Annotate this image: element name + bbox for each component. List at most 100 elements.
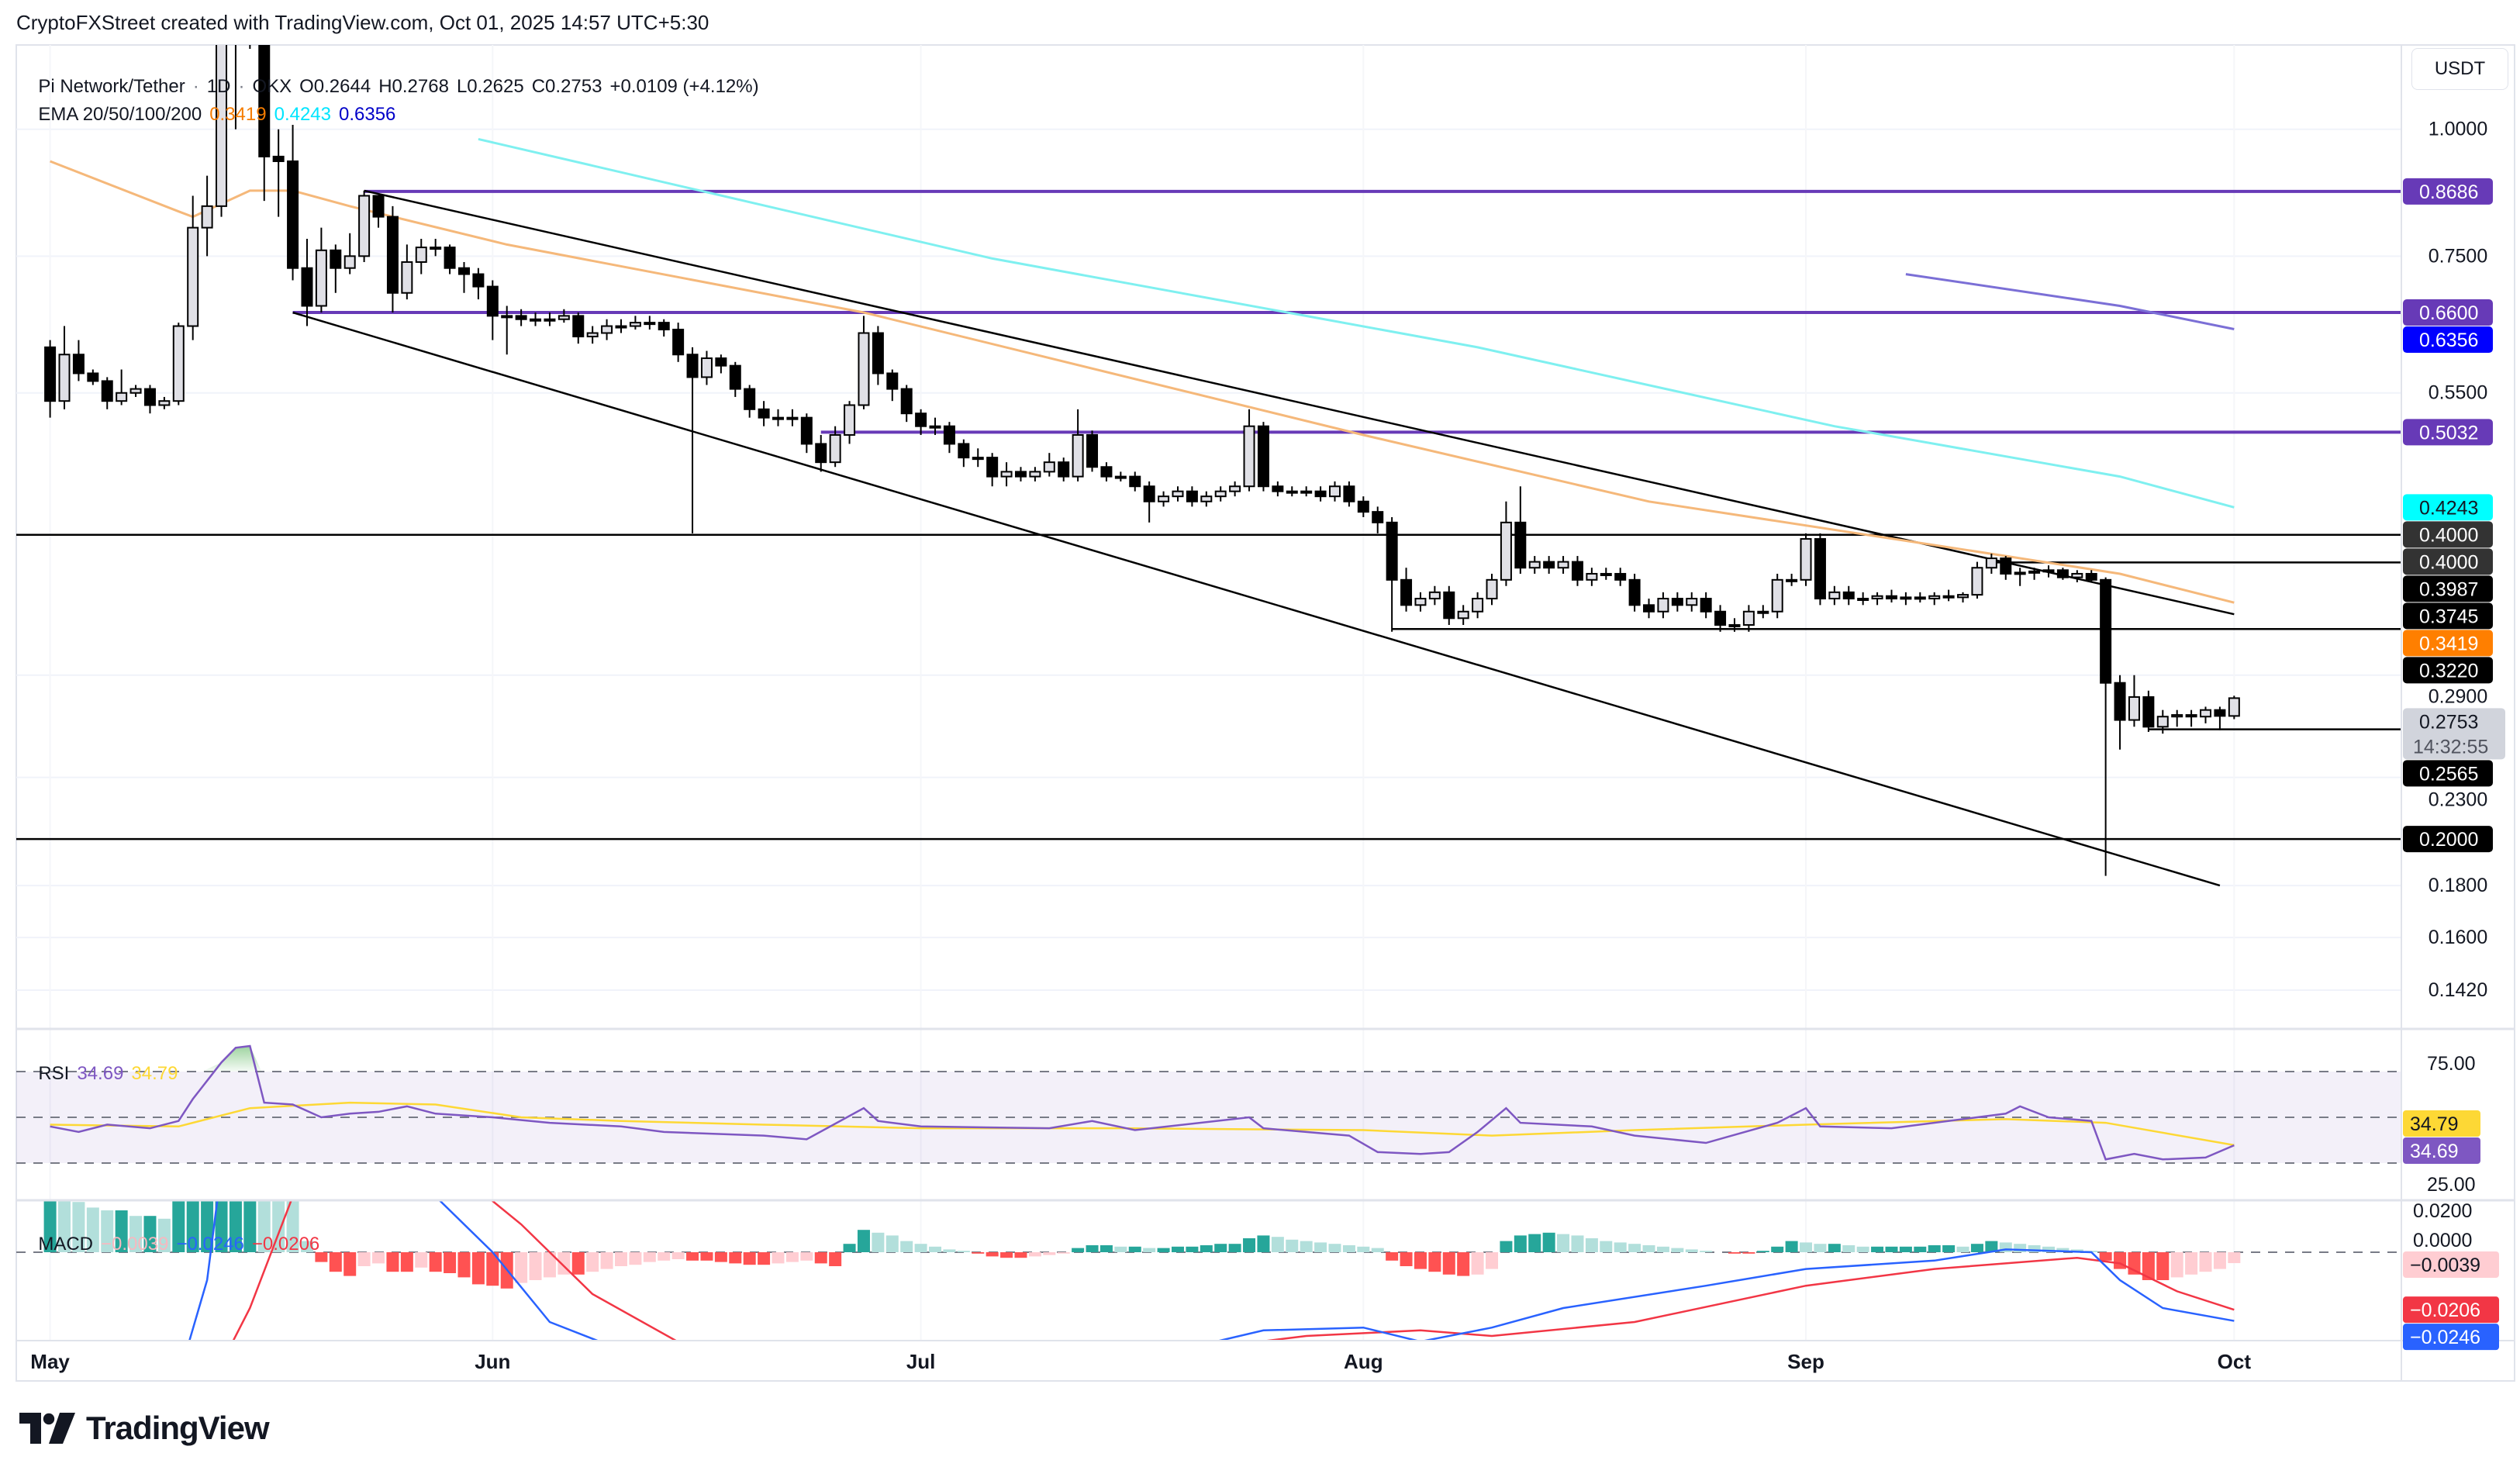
- macd-histogram-bar: [1800, 1242, 1813, 1252]
- macd-histogram-bar: [72, 1202, 85, 1252]
- candle-down: [457, 267, 470, 275]
- macd-histogram-bar: [829, 1252, 842, 1266]
- macd-badge-text: −0.0246: [2410, 1327, 2480, 1348]
- macd-badge-text: −0.0039: [2410, 1255, 2480, 1276]
- time-axis-label: Aug: [1344, 1350, 1383, 1373]
- ema100-value: 0.4243: [274, 104, 331, 125]
- candle-down: [258, 45, 271, 157]
- macd-histogram-bar: [1414, 1252, 1427, 1269]
- macd-histogram-bar: [743, 1252, 756, 1265]
- macd-histogram-bar: [486, 1252, 499, 1286]
- candle-up: [1072, 433, 1084, 478]
- macd-legend[interactable]: MACD −0.0039 −0.0246 −0.0206: [28, 1212, 327, 1255]
- candle-down: [1272, 485, 1284, 492]
- macd-histogram-bar: [1072, 1248, 1085, 1252]
- price-label-text: 0.4000: [2419, 524, 2478, 546]
- price-label-text: 0.6356: [2419, 330, 2478, 351]
- price-label-background: [2403, 521, 2493, 548]
- macd-histogram-bar: [914, 1244, 927, 1252]
- chart-attribution: CryptoFXStreet created with TradingView.…: [16, 11, 709, 34]
- candle-down: [1014, 471, 1027, 478]
- price-axis[interactable]: 1.0000 0.8686 0.7500 0.6600 0.6356 0.5500 0.50…: [2403, 119, 2505, 1001]
- ema200-value: 0.6356: [339, 104, 396, 125]
- time-axis-label: May: [30, 1350, 70, 1373]
- macd-histogram-bar: [1286, 1239, 1299, 1252]
- macd-histogram-bar: [1914, 1246, 1927, 1252]
- candle-down: [101, 380, 113, 402]
- macd-histogram-bar: [772, 1252, 785, 1264]
- candle-up: [315, 249, 327, 307]
- macd-histogram-bar: [1871, 1246, 1884, 1252]
- macd-line-value: −0.0246: [176, 1234, 244, 1255]
- price-label-text: 0.4000: [2419, 551, 2478, 573]
- candle-down: [2000, 557, 2012, 575]
- rsi-legend[interactable]: RSI 34.69 34.79: [28, 1041, 185, 1085]
- candle-up: [1985, 557, 1997, 569]
- candle-down: [1143, 485, 1155, 502]
- currency-button[interactable]: USDT: [2411, 48, 2508, 90]
- candle-down: [1086, 433, 1099, 468]
- macd-histogram-bar: [2199, 1252, 2212, 1272]
- price-label-badge: 0.6600: [2403, 299, 2493, 326]
- macd-histogram-bar: [329, 1252, 342, 1272]
- tradingview-logo[interactable]: TradingView: [19, 1410, 270, 1447]
- exchange: OKX: [252, 76, 292, 97]
- macd-histogram-bar: [1899, 1246, 1912, 1252]
- price-label-text: 0.6600: [2419, 302, 2478, 324]
- ema-legend[interactable]: EMA 20/50/100/200 0.3419 0.4243 0.6356: [28, 82, 403, 126]
- candle-down: [715, 357, 727, 367]
- candle-up: [2028, 570, 2041, 574]
- candle-down: [2214, 709, 2226, 717]
- candle-down: [2056, 569, 2069, 578]
- price-label-badge: 0.3987: [2403, 575, 2493, 602]
- macd-label: MACD: [38, 1234, 94, 1255]
- candle-up: [1029, 471, 1041, 478]
- candle-up: [1528, 561, 1541, 569]
- symbol-name[interactable]: Pi Network/Tether: [38, 76, 185, 97]
- macd-histogram-bar: [1728, 1252, 1741, 1254]
- macd-histogram-bar: [1771, 1246, 1784, 1252]
- ohlc-high: H0.2768: [378, 76, 449, 97]
- time-axis[interactable]: May Jun Jul Aug Sep Oct: [30, 1350, 2251, 1373]
- chart-frame: [16, 44, 2515, 1382]
- candle-up: [430, 247, 442, 250]
- candle-down: [1257, 425, 1269, 488]
- price-label-background: [2403, 575, 2493, 602]
- price-label-badge: 0.2753 14:32:55: [2403, 708, 2505, 760]
- macd-histogram-bar: [1742, 1252, 1755, 1254]
- rsi-tick-label: 25.00: [2427, 1174, 2476, 1196]
- macd-histogram-bar: [215, 1200, 228, 1252]
- candle-down: [87, 372, 99, 382]
- candle-up: [2071, 572, 2083, 578]
- time-axis-label: Jul: [906, 1350, 936, 1373]
- candle-down: [2185, 714, 2197, 718]
- price-label-text: 0.8686: [2419, 181, 2478, 203]
- macd-histogram-bar: [1856, 1246, 1869, 1252]
- macd-histogram-bar: [729, 1252, 742, 1264]
- rsi-badge-text: 34.69: [2410, 1141, 2459, 1162]
- candle-up: [58, 354, 71, 402]
- price-label-background: [2403, 760, 2493, 787]
- candle-down: [1714, 610, 1727, 626]
- candle-down: [72, 354, 85, 375]
- macd-value-badge: [2403, 1324, 2499, 1351]
- macd-histogram-bar: [1457, 1252, 1470, 1276]
- macd-histogram-bar: [1214, 1244, 1227, 1252]
- macd-histogram-bar: [1471, 1252, 1484, 1275]
- price-label-badge: 0.4243: [2403, 494, 2493, 521]
- candle-up: [1800, 538, 1812, 581]
- price-label-text: 0.2753: [2419, 711, 2478, 733]
- candle-down: [1571, 561, 1583, 581]
- candle-up: [1900, 596, 1912, 600]
- candle-up: [1158, 495, 1170, 502]
- interval[interactable]: 1D: [206, 76, 231, 97]
- macd-histogram-bar: [1128, 1246, 1141, 1252]
- macd-histogram-bar: [343, 1252, 357, 1276]
- macd-tick-label: 0.0200: [2413, 1200, 2472, 1222]
- macd-histogram-bar: [857, 1230, 870, 1252]
- macd-histogram-bar: [229, 1200, 242, 1252]
- candle-up: [530, 318, 542, 322]
- candle-down: [672, 329, 685, 356]
- macd-histogram-bar: [972, 1252, 985, 1254]
